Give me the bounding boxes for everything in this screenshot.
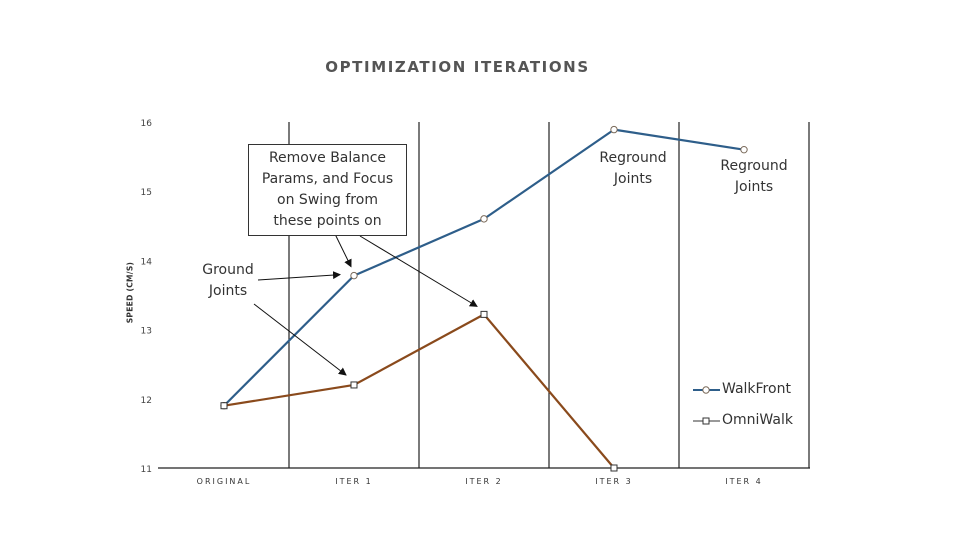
x-tick-label: ITER 1 bbox=[335, 477, 373, 486]
y-tick-label: 14 bbox=[141, 257, 153, 267]
chart-title: OPTIMIZATION ITERATIONS bbox=[325, 58, 590, 76]
y-tick-label: 16 bbox=[141, 119, 153, 129]
ground-joints-line-2: Joints bbox=[208, 283, 248, 299]
legend-marker-omniwalk bbox=[702, 417, 710, 425]
data-point-walkfront bbox=[610, 125, 618, 134]
y-axis-label: SPEED (CM/S) bbox=[125, 261, 135, 324]
balance-annotation-box: Remove Balance Params, and Focus on Swin… bbox=[248, 144, 407, 236]
data-point-omniwalk bbox=[220, 402, 228, 410]
reground-iter4-line-1: Reground bbox=[720, 158, 788, 174]
legend-marker-walkfront bbox=[702, 386, 710, 394]
balance-annotation-line-1: Remove Balance bbox=[268, 150, 387, 166]
x-tick-label: ITER 3 bbox=[595, 477, 633, 486]
x-tick-label: ITER 4 bbox=[725, 477, 763, 486]
balance-annotation-line-2: Params, and Focus bbox=[261, 171, 394, 187]
data-point-omniwalk bbox=[610, 464, 618, 472]
y-tick-label: 15 bbox=[141, 188, 152, 198]
legend-label-omniwalk: OmniWalk bbox=[722, 412, 793, 428]
annotation-arrow bbox=[359, 235, 478, 307]
y-tick-label: 12 bbox=[141, 396, 152, 406]
annotation-arrow bbox=[334, 233, 352, 268]
reground-iter3-line-2: Joints bbox=[613, 171, 653, 187]
y-tick-label: 13 bbox=[141, 327, 152, 337]
data-point-walkfront bbox=[740, 145, 748, 154]
data-point-omniwalk bbox=[480, 310, 488, 318]
annotation-arrow bbox=[253, 303, 347, 376]
reground-joints-annotation-iter3: Reground Joints bbox=[593, 148, 673, 190]
y-tick-label: 11 bbox=[141, 465, 152, 475]
x-tick-label: ORIGINAL bbox=[197, 477, 252, 486]
reground-joints-annotation-iter4: Reground Joints bbox=[714, 156, 794, 198]
x-tick-label: ITER 2 bbox=[465, 477, 503, 486]
data-point-omniwalk bbox=[350, 381, 358, 389]
data-point-walkfront bbox=[480, 215, 488, 223]
annotation-arrow bbox=[257, 271, 341, 281]
data-point-walkfront bbox=[350, 271, 358, 280]
reground-iter4-line-2: Joints bbox=[734, 179, 774, 195]
ground-joints-line-1: Ground bbox=[202, 262, 254, 278]
balance-annotation-line-4: these points on bbox=[273, 213, 382, 229]
reground-iter3-line-1: Reground bbox=[599, 150, 667, 166]
ground-joints-annotation: Ground Joints bbox=[196, 260, 260, 302]
series-line-omniwalk bbox=[223, 313, 615, 469]
legend-label-walkfront: WalkFront bbox=[722, 381, 791, 397]
balance-annotation-line-3: on Swing from bbox=[277, 192, 378, 208]
